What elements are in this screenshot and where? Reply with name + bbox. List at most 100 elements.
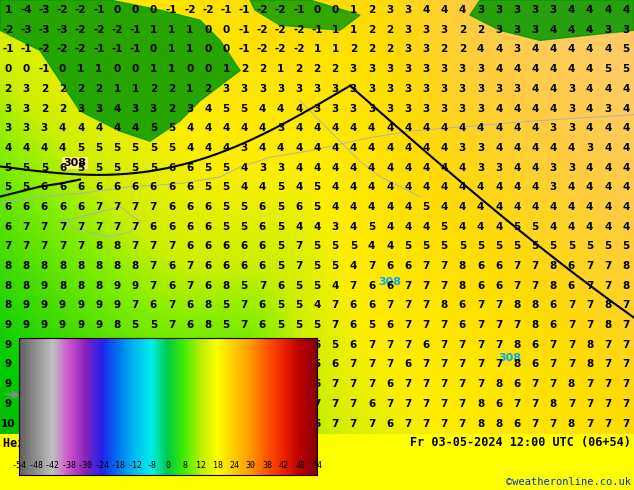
Text: 5: 5 [568,242,575,251]
Text: 4: 4 [422,221,430,232]
Text: 3: 3 [404,84,411,94]
Text: 3: 3 [386,103,393,114]
Text: -2: -2 [75,5,86,15]
Text: 2: 2 [368,5,375,15]
Text: -3: -3 [39,25,50,35]
Text: 7: 7 [422,379,430,389]
Text: -1: -1 [129,45,141,54]
Text: 3: 3 [459,64,466,74]
Text: 7: 7 [368,261,375,271]
Text: 7: 7 [404,281,411,291]
Text: 0: 0 [332,5,339,15]
Text: 5: 5 [95,360,103,369]
Text: 2: 2 [295,64,302,74]
Text: 4: 4 [422,143,430,153]
Text: 4: 4 [568,25,575,35]
Text: 3: 3 [568,123,575,133]
Text: 0: 0 [150,45,157,54]
Text: 9: 9 [59,418,66,429]
Text: 6: 6 [277,281,284,291]
Text: 2: 2 [168,103,175,114]
Text: 7: 7 [550,418,557,429]
Text: 0: 0 [204,64,212,74]
Text: 8: 8 [95,281,103,291]
Text: 9: 9 [113,300,120,311]
Text: 7: 7 [95,221,103,232]
Text: 6: 6 [259,242,266,251]
Text: 7: 7 [422,399,430,409]
Text: 8: 8 [477,399,484,409]
Text: 4: 4 [495,202,503,212]
Text: 6: 6 [313,340,321,350]
Text: 6: 6 [77,202,84,212]
Text: -1: -1 [112,45,123,54]
Text: -8: -8 [146,461,157,469]
Text: 8: 8 [514,360,521,369]
Text: 5: 5 [168,123,175,133]
Text: 1: 1 [4,5,11,15]
Text: 8: 8 [95,261,103,271]
Text: 7: 7 [459,360,466,369]
Text: 6: 6 [223,379,230,389]
Text: 6: 6 [368,300,375,311]
Text: 4: 4 [604,182,612,192]
Text: 5: 5 [150,163,157,172]
Text: 4: 4 [113,123,120,133]
Text: 5: 5 [313,281,321,291]
Text: 7: 7 [368,340,375,350]
Text: 9: 9 [4,320,11,330]
Text: 1: 1 [186,25,193,35]
Text: -2: -2 [75,45,86,54]
Text: 3: 3 [368,84,375,94]
Text: 8: 8 [4,261,11,271]
Text: 6: 6 [386,261,393,271]
Text: 5: 5 [223,340,230,350]
Text: 1: 1 [186,45,193,54]
Text: 6: 6 [186,202,193,212]
Text: 42: 42 [279,461,289,469]
Text: 3: 3 [604,25,611,35]
Text: 4: 4 [477,182,484,192]
Text: 9: 9 [277,418,284,429]
Text: 3: 3 [150,103,157,114]
Text: 6: 6 [168,163,175,172]
Text: 5: 5 [332,261,339,271]
Text: 8: 8 [623,281,630,291]
Text: 6: 6 [241,261,248,271]
Text: 9: 9 [95,300,103,311]
Text: 7: 7 [422,320,430,330]
Text: 0: 0 [313,5,321,15]
Text: 5: 5 [223,202,230,212]
Text: 5: 5 [223,182,230,192]
Text: 3: 3 [23,103,30,114]
Text: 4: 4 [350,163,357,172]
Text: 4: 4 [514,64,521,74]
Text: 4: 4 [441,182,448,192]
Text: 3: 3 [477,103,484,114]
Text: -1: -1 [39,64,50,74]
Text: 6: 6 [332,360,339,369]
Text: 6: 6 [350,320,357,330]
Text: 5: 5 [168,399,175,409]
Text: 2: 2 [204,84,212,94]
Text: 9: 9 [23,320,30,330]
Text: 4: 4 [441,163,448,172]
Text: 5: 5 [150,399,157,409]
Text: 7: 7 [150,261,157,271]
Text: 7: 7 [604,340,612,350]
Text: 5: 5 [277,182,284,192]
Text: 5: 5 [623,45,630,54]
Text: 7: 7 [495,300,503,311]
Text: 3: 3 [568,84,575,94]
Text: 8: 8 [95,242,103,251]
Text: 4: 4 [313,300,321,311]
Text: 7: 7 [441,261,448,271]
Text: 8: 8 [41,261,48,271]
Text: 4: 4 [386,242,393,251]
Text: 6: 6 [223,261,230,271]
Text: 8: 8 [514,340,521,350]
Text: 9: 9 [77,300,84,311]
Text: 5: 5 [223,221,230,232]
Text: 6: 6 [422,340,430,350]
Text: 5: 5 [41,163,48,172]
